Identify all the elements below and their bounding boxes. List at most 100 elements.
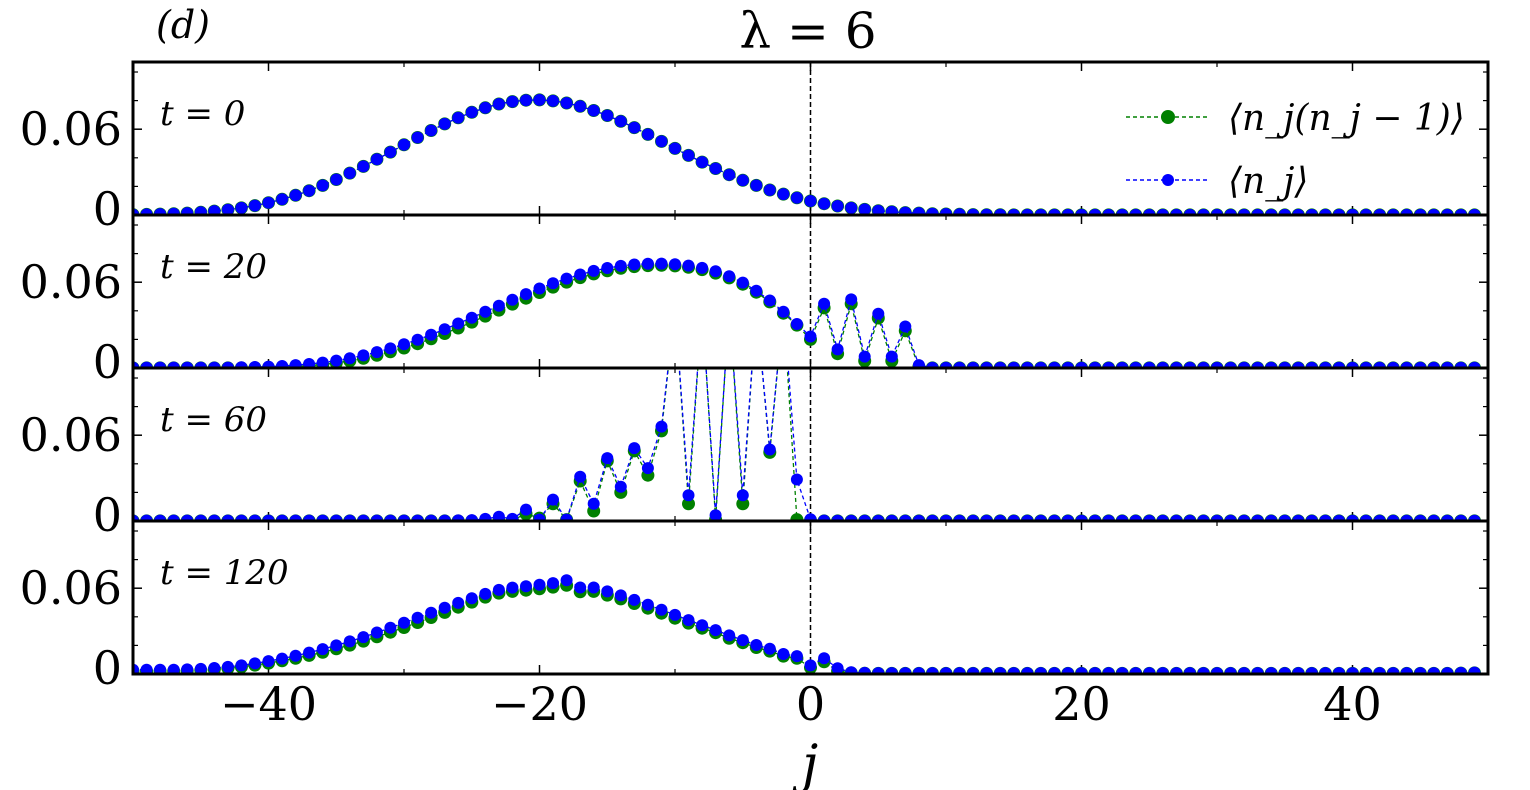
data-point-n	[750, 179, 763, 192]
data-point-n	[1061, 667, 1074, 674]
panel-tag: (d)	[156, 3, 210, 47]
data-point-n	[1305, 361, 1318, 368]
panel-1: 0 0.06 t = 20	[20, 213, 1490, 389]
data-point-n	[1373, 514, 1386, 521]
data-point-n	[777, 188, 790, 201]
data-point-n	[1007, 361, 1020, 368]
data-point-n	[1075, 514, 1088, 521]
data-point-n	[1102, 667, 1115, 674]
data-point-n	[370, 514, 383, 521]
data-point-n	[926, 207, 939, 215]
panel-plot-1	[133, 215, 1481, 368]
data-point-n	[289, 649, 302, 662]
data-point-n	[330, 514, 343, 521]
data-point-n	[425, 124, 438, 137]
data-point-n	[452, 111, 465, 124]
data-point-n	[818, 297, 831, 310]
data-point-n	[1454, 361, 1467, 368]
data-point-n	[736, 489, 749, 502]
data-point-n	[1441, 208, 1454, 215]
data-point-n	[1116, 208, 1129, 215]
data-point-n	[872, 307, 885, 320]
data-point-n	[316, 514, 329, 521]
data-point-n	[614, 115, 627, 128]
data-point-n	[885, 514, 898, 521]
data-point-n	[1224, 208, 1237, 215]
legend-label-n: ⟨n_j⟩	[1228, 161, 1308, 202]
data-point-nn1	[682, 497, 695, 511]
data-point-n	[1427, 208, 1440, 215]
panel-2: 0 0.06 t = 60	[20, 300, 1490, 542]
data-point-n	[479, 101, 492, 114]
data-point-n	[438, 323, 451, 336]
data-point-n	[1183, 208, 1196, 215]
data-point-n	[804, 195, 817, 207]
data-point-n	[140, 361, 153, 368]
data-point-n	[1143, 667, 1156, 674]
data-point-n	[398, 514, 410, 521]
data-point-n	[1129, 208, 1142, 215]
data-point-n	[655, 603, 668, 616]
data-point-n	[330, 354, 343, 367]
data-point-n	[1373, 208, 1386, 215]
data-point-n	[750, 284, 763, 297]
data-point-n	[167, 361, 180, 368]
data-point-n	[547, 277, 559, 290]
data-point-n	[194, 206, 207, 215]
data-point-n	[343, 167, 356, 180]
data-point-n	[221, 660, 234, 673]
data-point-n	[452, 514, 465, 521]
data-point-n	[1238, 667, 1251, 674]
data-point-n	[1034, 361, 1047, 368]
data-point-n	[940, 667, 952, 674]
data-point-n	[167, 663, 180, 674]
data-point-n	[723, 168, 736, 181]
data-point-n	[682, 149, 695, 162]
data-point-n	[1360, 208, 1372, 215]
data-point-n	[1400, 514, 1413, 521]
data-point-n	[885, 350, 898, 363]
data-point-n	[1224, 667, 1237, 674]
data-point-n	[1156, 361, 1169, 368]
data-point-n	[1143, 208, 1156, 215]
y-tick-label: 0.06	[20, 561, 122, 615]
data-point-n	[1007, 514, 1020, 521]
data-point-n	[940, 514, 952, 521]
data-point-n	[1454, 514, 1467, 521]
data-point-n	[221, 203, 234, 215]
data-point-n	[208, 205, 221, 215]
data-point-nn1	[750, 300, 763, 313]
data-point-n	[276, 652, 289, 665]
data-point-n	[1319, 667, 1332, 674]
data-point-n	[479, 512, 492, 521]
data-point-n	[736, 634, 749, 647]
data-point-n	[1224, 514, 1237, 521]
data-point-n	[980, 667, 993, 674]
data-point-n	[1305, 514, 1318, 521]
data-point-n	[465, 514, 478, 521]
data-point-n	[940, 361, 952, 368]
data-point-n	[438, 514, 451, 521]
data-point-n	[370, 346, 383, 359]
data-point-n	[1156, 208, 1169, 215]
data-point-n	[1427, 514, 1440, 521]
data-point-n	[655, 135, 668, 148]
data-point-n	[912, 667, 925, 674]
data-point-n	[248, 361, 261, 368]
data-point-n	[601, 585, 614, 598]
data-point-n	[411, 131, 424, 144]
data-point-nn1	[669, 300, 682, 313]
data-point-n	[370, 626, 383, 639]
data-point-n	[465, 106, 478, 119]
data-point-n	[533, 282, 546, 295]
data-point-n	[967, 514, 980, 521]
data-point-n	[1238, 514, 1251, 521]
data-point-n	[723, 629, 736, 642]
data-point-n	[438, 117, 451, 130]
data-point-n	[994, 667, 1007, 674]
data-point-n	[574, 100, 587, 113]
data-point-n	[154, 208, 167, 215]
data-point-n	[669, 258, 681, 271]
x-tick-label: −40	[220, 677, 317, 731]
data-point-n	[804, 659, 817, 672]
